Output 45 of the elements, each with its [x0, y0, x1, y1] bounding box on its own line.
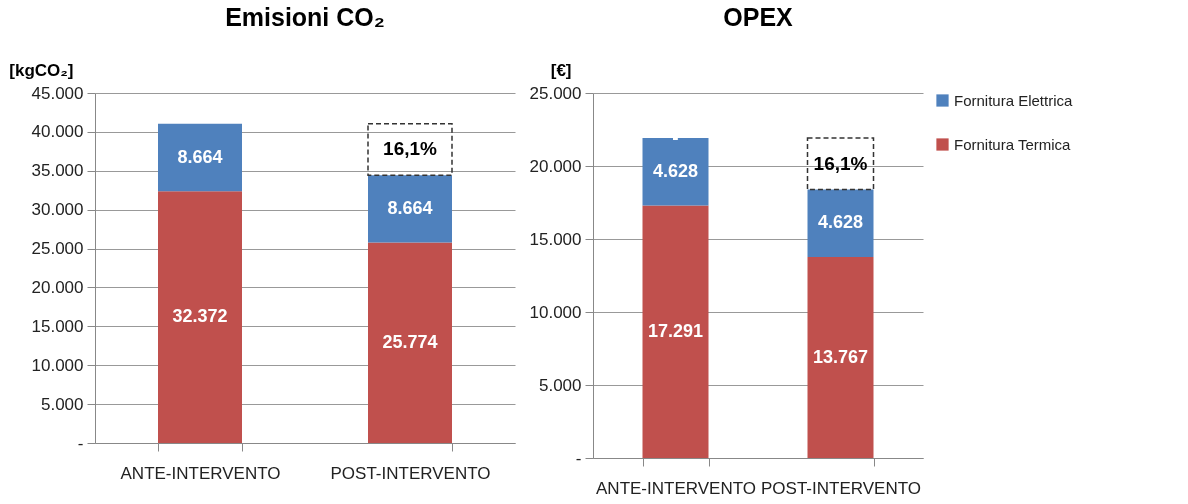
data-label: 32.372	[172, 306, 228, 327]
bar	[158, 191, 242, 443]
y-tick-label: 45.000	[31, 83, 84, 103]
y-tick-label: 20.000	[529, 156, 582, 176]
data-label: 25.774	[382, 331, 438, 352]
y-tick-label: 10.000	[529, 302, 582, 322]
annotation: 16,1%	[813, 152, 868, 174]
y-tick-label: 35.000	[31, 161, 84, 181]
legend-label: Fornitura Termica	[954, 135, 1072, 153]
y-tick-label: -	[575, 448, 582, 468]
annotation: -	[672, 126, 679, 148]
y-tick-label: 20.000	[31, 277, 84, 297]
x-tick-label: POST-INTERVENTO	[761, 478, 921, 498]
legend-label: Fornitura Elettrica	[954, 91, 1074, 109]
y-tick-label: 25.000	[31, 239, 84, 259]
bar	[368, 242, 452, 443]
annotation: 16,1%	[383, 138, 438, 160]
y-tick-label: 5.000	[40, 394, 84, 414]
y-tick-label: 10.000	[31, 355, 84, 375]
y-tick-label: 15.000	[529, 229, 582, 249]
bar	[158, 123, 242, 192]
y-tick-label: 25.000	[529, 83, 582, 103]
x-tick-label: POST-INTERVENTO	[330, 463, 491, 483]
y-axis-title: [kgCO₂]	[9, 60, 74, 80]
bar	[642, 205, 709, 458]
bar	[807, 189, 874, 257]
y-tick-label: 30.000	[31, 200, 84, 220]
data-label: 4.628	[817, 212, 864, 233]
y-axis-title: [€]	[550, 60, 572, 80]
x-tick-label: ANTE-INTERVENTO	[120, 463, 281, 483]
data-label: 8.664	[177, 146, 223, 167]
y-tick-label: 40.000	[31, 122, 84, 142]
data-label: 8.664	[387, 197, 433, 218]
bar	[807, 257, 874, 458]
chart-title: OPEX	[723, 3, 794, 31]
y-tick-label: 15.000	[31, 316, 84, 336]
chart-title: Emisioni CO₂	[225, 3, 385, 31]
data-label: 17.291	[647, 320, 704, 341]
bar	[368, 175, 452, 243]
bar	[642, 137, 709, 206]
data-label: 13.767	[812, 346, 869, 367]
data-label: 4.628	[652, 160, 699, 181]
y-tick-label: 5.000	[538, 375, 582, 395]
y-tick-label: -	[77, 433, 84, 453]
x-tick-label: ANTE-INTERVENTO	[596, 478, 756, 498]
